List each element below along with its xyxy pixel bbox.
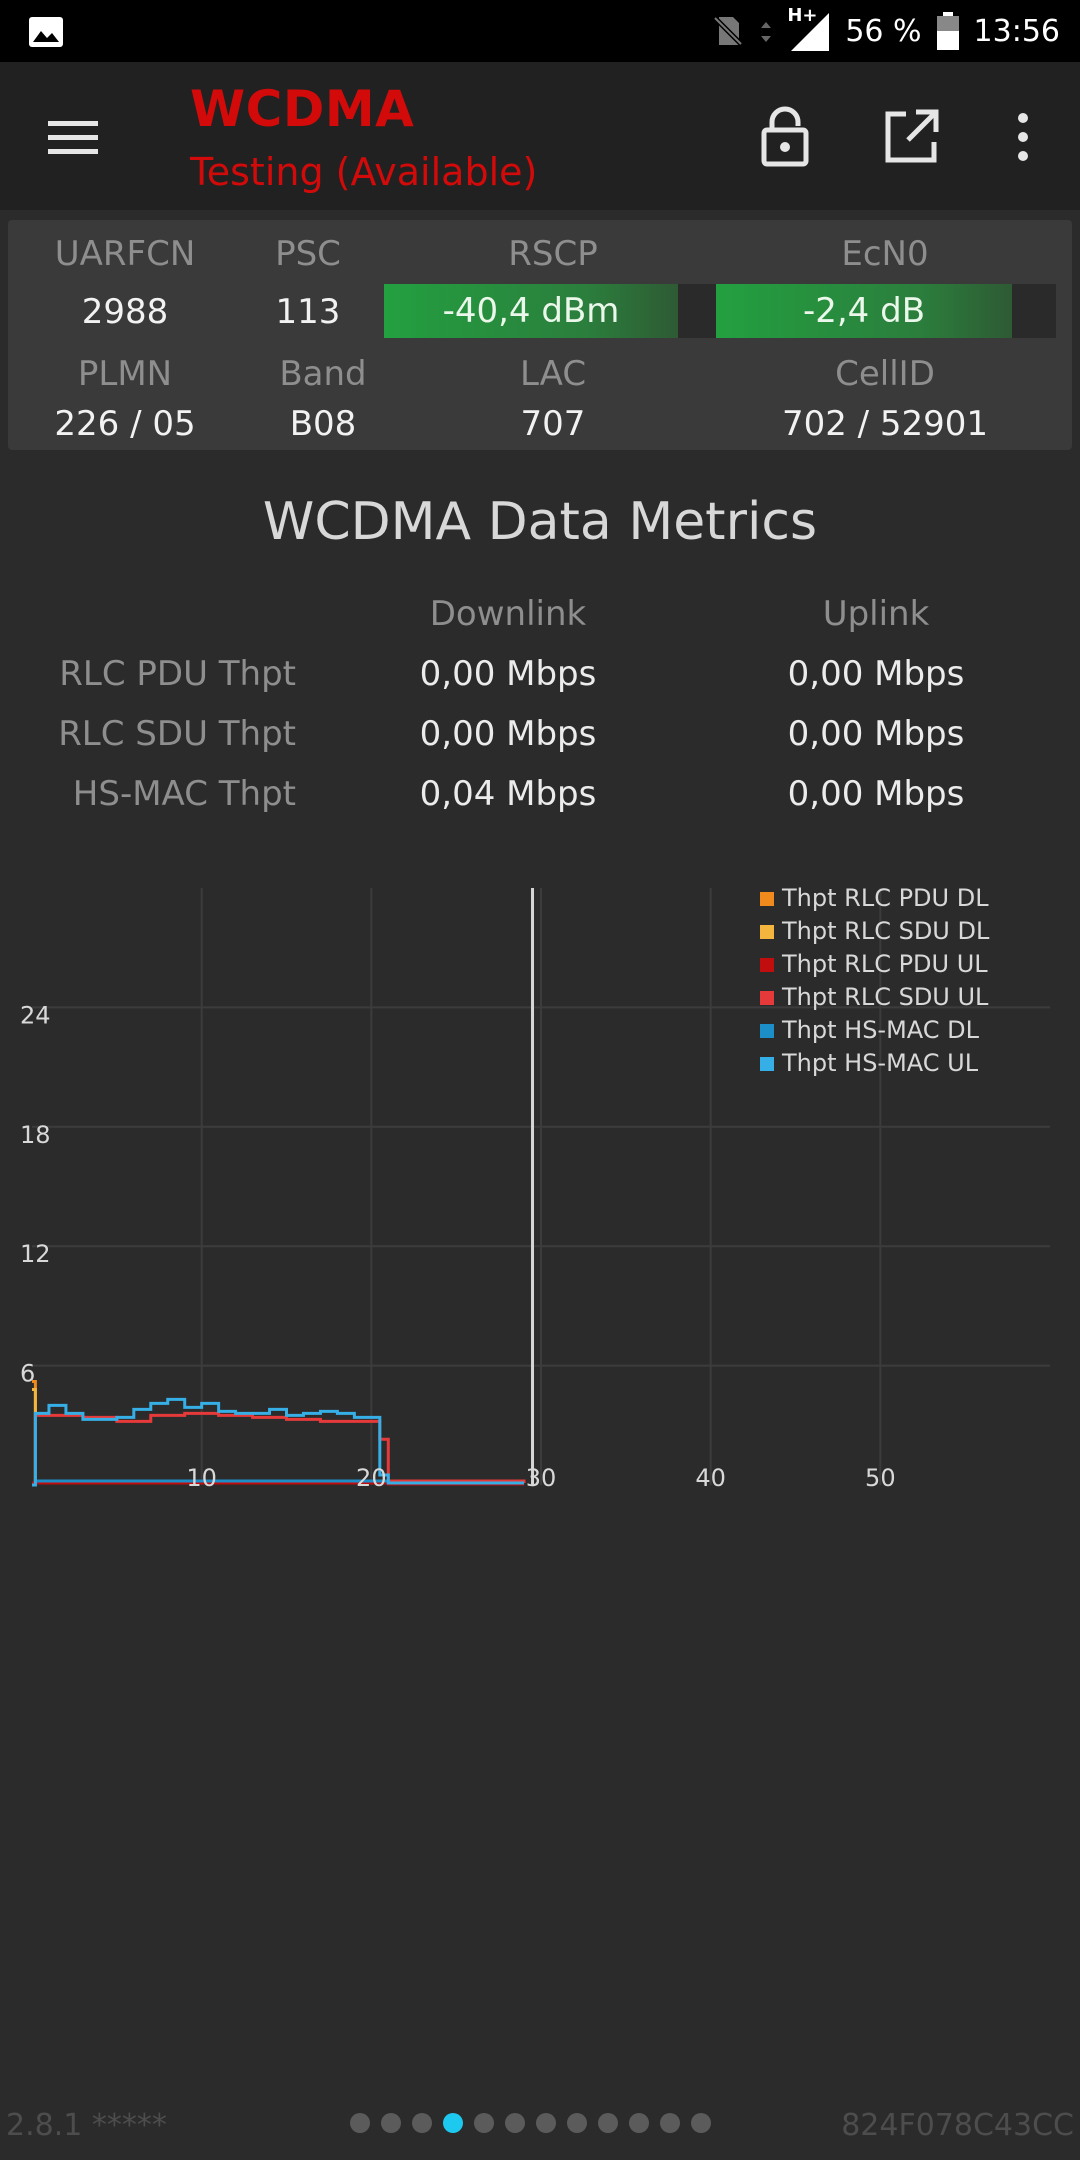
downlink-header: Downlink xyxy=(429,594,587,634)
battery-icon xyxy=(936,12,959,50)
uarfcn-label: UARFCN xyxy=(54,234,196,274)
legend-entry: Thpt HS-MAC DL xyxy=(781,1016,980,1044)
x-tick-label: 40 xyxy=(695,1464,726,1492)
legend-swatch xyxy=(760,925,774,939)
metric-row-uplink: 0,00 Mbps xyxy=(787,774,965,814)
device-id-label: 824F078C43CC xyxy=(841,2108,1074,2143)
psc-value: 113 xyxy=(275,292,341,332)
x-tick-label: 30 xyxy=(526,1464,557,1492)
series-line xyxy=(32,1380,525,1485)
page-indicator xyxy=(350,2113,711,2133)
metric-row-uplink: 0,00 Mbps xyxy=(787,654,965,694)
lac-label: LAC xyxy=(519,354,587,394)
metrics-title: WCDMA Data Metrics xyxy=(262,492,818,552)
ecn0-bar: -2,4 dB xyxy=(716,284,1056,338)
x-tick-label: 20 xyxy=(356,1464,387,1492)
throughput-chart: 6 12 18 24 10 20 30 40 50 Thpt RLC PDU DL Thpt RLC… xyxy=(20,884,1050,1492)
x-tick-label: 10 xyxy=(186,1464,217,1492)
battery-percent: 56 % xyxy=(845,13,922,49)
metric-row-label: HS-MAC Thpt xyxy=(72,774,296,814)
network-type-label: H+ xyxy=(787,5,818,26)
legend-entry: Thpt RLC SDU DL xyxy=(781,917,990,945)
metric-row-downlink: 0,04 Mbps xyxy=(419,774,597,814)
more-vert-icon[interactable] xyxy=(988,102,1058,172)
ecn0-bar-fill xyxy=(716,284,1012,338)
clock: 13:56 xyxy=(973,13,1060,49)
page-dot[interactable] xyxy=(567,2113,587,2133)
legend-entry: Thpt HS-MAC UL xyxy=(781,1049,979,1077)
ecn0-value: -2,4 dB xyxy=(802,291,926,331)
psc-label: PSC xyxy=(275,234,341,274)
open-external-icon[interactable] xyxy=(876,102,946,172)
version-label: 2.8.1 ***** xyxy=(6,2108,167,2143)
lock-open-icon[interactable] xyxy=(750,102,820,172)
legend-entry: Thpt RLC SDU UL xyxy=(781,983,989,1011)
page-dot[interactable] xyxy=(505,2113,525,2133)
page-dot[interactable] xyxy=(350,2113,370,2133)
cell-info-panel: UARFCN 2988 PSC 113 RSCP -40,4 dBm EcN0 … xyxy=(8,220,1072,450)
signal-icon xyxy=(791,13,830,51)
cellid-label: CellID xyxy=(835,354,935,394)
image-icon xyxy=(29,17,63,47)
rscp-label: RSCP xyxy=(508,234,598,274)
rscp-bar-fill xyxy=(384,284,678,338)
series-line xyxy=(32,1387,525,1485)
plmn-value: 226 / 05 xyxy=(54,404,196,444)
page-dot[interactable] xyxy=(691,2113,711,2133)
y-tick-label: 18 xyxy=(20,1121,51,1149)
page-subtitle: Testing (Available) xyxy=(190,150,538,194)
y-tick-label: 6 xyxy=(20,1360,35,1388)
x-tick-label: 50 xyxy=(865,1464,896,1492)
no-sim-icon xyxy=(712,15,745,47)
page-dot[interactable] xyxy=(536,2113,556,2133)
metric-row-downlink: 0,00 Mbps xyxy=(419,714,597,754)
legend-entry: Thpt RLC PDU UL xyxy=(781,950,988,978)
y-tick-label: 12 xyxy=(20,1240,51,1268)
legend-swatch xyxy=(760,1024,774,1038)
lac-value: 707 xyxy=(520,404,586,444)
plmn-label: PLMN xyxy=(77,354,173,394)
legend-entry: Thpt RLC PDU DL xyxy=(781,884,989,912)
uplink-header: Uplink xyxy=(822,594,930,634)
data-arrows-icon xyxy=(761,22,772,42)
ecn0-label: EcN0 xyxy=(841,234,929,274)
band-value: B08 xyxy=(289,404,357,444)
legend-swatch xyxy=(760,991,774,1005)
series-line xyxy=(32,1397,525,1487)
cellid-value: 702 / 52901 xyxy=(781,404,989,444)
page-title: WCDMA xyxy=(190,80,415,138)
legend-swatch xyxy=(760,892,774,906)
status-bar: H+ 56 % 13:56 xyxy=(0,0,1080,62)
page-dot[interactable] xyxy=(381,2113,401,2133)
page-dot[interactable] xyxy=(598,2113,618,2133)
page-dot[interactable] xyxy=(412,2113,432,2133)
series-line xyxy=(32,1411,526,1487)
uarfcn-value: 2988 xyxy=(81,292,169,332)
legend-swatch xyxy=(760,958,774,972)
page-dot[interactable] xyxy=(443,2113,463,2133)
metric-row-uplink: 0,00 Mbps xyxy=(787,714,965,754)
legend-swatch xyxy=(760,1057,774,1071)
y-tick-label: 24 xyxy=(20,1001,51,1029)
app-toolbar: WCDMA Testing (Available) xyxy=(0,62,1080,210)
metric-row-label: RLC SDU Thpt xyxy=(58,714,296,754)
metric-row-label: RLC PDU Thpt xyxy=(59,654,296,694)
menu-icon[interactable] xyxy=(40,112,106,162)
page-dot[interactable] xyxy=(660,2113,680,2133)
rscp-value: -40,4 dBm xyxy=(442,291,620,331)
metric-row-downlink: 0,00 Mbps xyxy=(419,654,597,694)
band-label: Band xyxy=(279,354,367,394)
page-dot[interactable] xyxy=(474,2113,494,2133)
rscp-bar: -40,4 dBm xyxy=(384,284,718,338)
page-dot[interactable] xyxy=(629,2113,649,2133)
